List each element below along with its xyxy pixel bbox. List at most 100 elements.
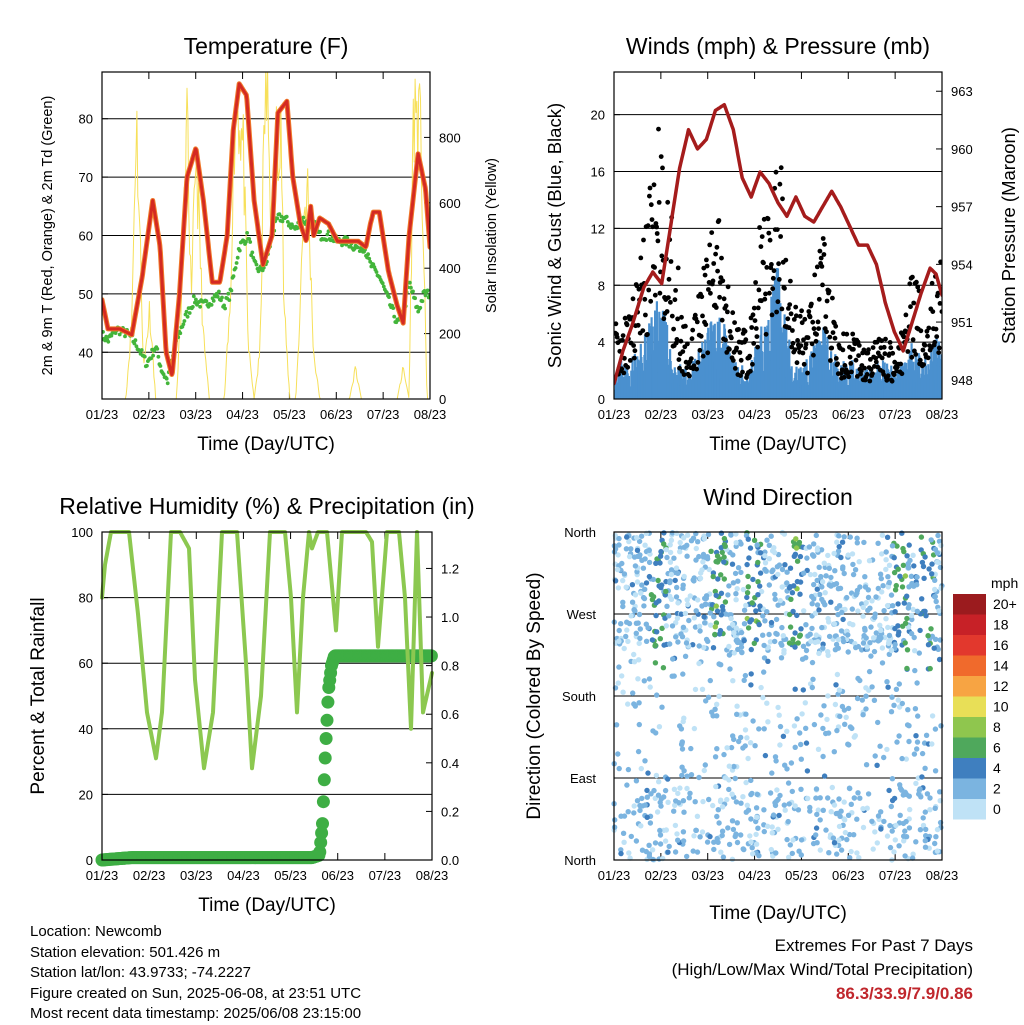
direction-point: [834, 727, 840, 734]
direction-point: [615, 585, 622, 591]
chart-title: Winds (mph) & Pressure (mb): [626, 33, 930, 59]
x-tick-label: 02/23: [645, 407, 678, 422]
direction-point: [618, 621, 624, 627]
direction-point: [842, 829, 849, 836]
direction-point: [668, 571, 675, 578]
direction-point: [887, 822, 893, 829]
panel-3: 0 20 40 60 80 100 0.0 0.2 0.4 0.6 0.8 1.0 1.2 01/23 02…: [28, 493, 475, 916]
gust-point: [765, 216, 771, 222]
legend-label: 20+: [993, 596, 1017, 612]
direction-point: [680, 718, 686, 725]
direction-point: [730, 580, 737, 586]
direction-point: [726, 625, 732, 631]
direction-point: [688, 772, 695, 778]
gust-point: [737, 350, 743, 355]
gust-point: [750, 312, 756, 318]
gust-point: [694, 319, 700, 325]
direction-point: [817, 795, 823, 801]
direction-point: [899, 755, 905, 762]
direction-point: [837, 585, 844, 591]
direction-point: [883, 557, 889, 563]
direction-point: [886, 787, 892, 794]
gust-point: [797, 313, 803, 319]
dewpoint-point: [198, 304, 203, 309]
direction-point: [805, 795, 811, 802]
gust-point: [709, 230, 715, 236]
gust-point: [933, 326, 939, 332]
direction-point: [778, 640, 784, 647]
direction-point: [871, 648, 878, 655]
direction-point: [777, 792, 783, 799]
direction-point: [776, 712, 782, 718]
direction-point: [938, 542, 944, 549]
direction-point: [729, 818, 736, 824]
direction-point: [738, 734, 744, 741]
gust-point: [910, 274, 915, 280]
direction-point: [753, 841, 760, 847]
direction-point: [798, 756, 804, 762]
gust-point: [632, 348, 638, 354]
direction-point: [826, 565, 832, 571]
direction-point: [892, 641, 898, 648]
gust-point: [631, 355, 637, 361]
direction-point: [700, 559, 706, 565]
direction-point: [757, 550, 764, 556]
direction-point: [684, 597, 690, 603]
direction-point: [792, 630, 798, 636]
direction-point: [831, 802, 838, 808]
y-right-tick-label: 960: [951, 142, 973, 157]
direction-point: [686, 617, 692, 624]
dewpoint-point: [280, 219, 285, 224]
y-axis-label: 2m & 9m T (Red, Orange) & 2m Td (Green): [40, 96, 56, 376]
direction-point: [702, 601, 709, 607]
direction-point: [933, 834, 939, 840]
direction-point: [915, 713, 921, 719]
gust-point: [645, 332, 650, 337]
direction-point: [706, 566, 712, 573]
direction-point: [865, 594, 872, 601]
gust-point: [882, 351, 888, 357]
gust-point: [654, 231, 660, 236]
direction-point: [685, 601, 691, 608]
x-tick-label: 05/23: [274, 868, 307, 883]
gust-point: [751, 305, 757, 311]
direction-point: [613, 722, 620, 728]
gust-point: [703, 322, 709, 327]
direction-point: [701, 644, 707, 651]
gust-point: [779, 306, 785, 312]
direction-point: [726, 643, 732, 650]
direction-point: [861, 539, 867, 546]
direction-point: [793, 545, 800, 551]
direction-point: [863, 685, 869, 691]
gust-point: [725, 309, 730, 315]
dewpoint-point: [165, 381, 170, 386]
direction-point: [905, 605, 912, 611]
direction-point: [871, 697, 878, 703]
gust-point: [742, 328, 748, 334]
direction-point: [671, 808, 677, 814]
direction-point: [673, 634, 679, 640]
direction-point: [721, 576, 727, 582]
dewpoint-point: [318, 229, 322, 234]
direction-point: [722, 543, 728, 549]
direction-point: [905, 624, 912, 630]
direction-point: [881, 754, 887, 761]
direction-point: [777, 742, 783, 748]
direction-point: [836, 796, 842, 802]
direction-point: [618, 850, 624, 857]
dewpoint-point: [244, 240, 248, 244]
direction-point: [901, 833, 907, 839]
gust-point: [635, 322, 641, 328]
x-tick-label: 06/23: [832, 407, 865, 422]
dewpoint-point: [222, 303, 227, 308]
direction-point: [721, 535, 728, 542]
direction-point: [877, 571, 884, 577]
direction-point: [914, 582, 920, 588]
direction-point: [888, 592, 895, 598]
dewpoint-point: [211, 299, 216, 303]
direction-point: [732, 570, 739, 577]
direction-point: [886, 579, 892, 586]
direction-point: [814, 840, 820, 846]
direction-point: [786, 854, 792, 860]
gust-point: [899, 371, 905, 377]
